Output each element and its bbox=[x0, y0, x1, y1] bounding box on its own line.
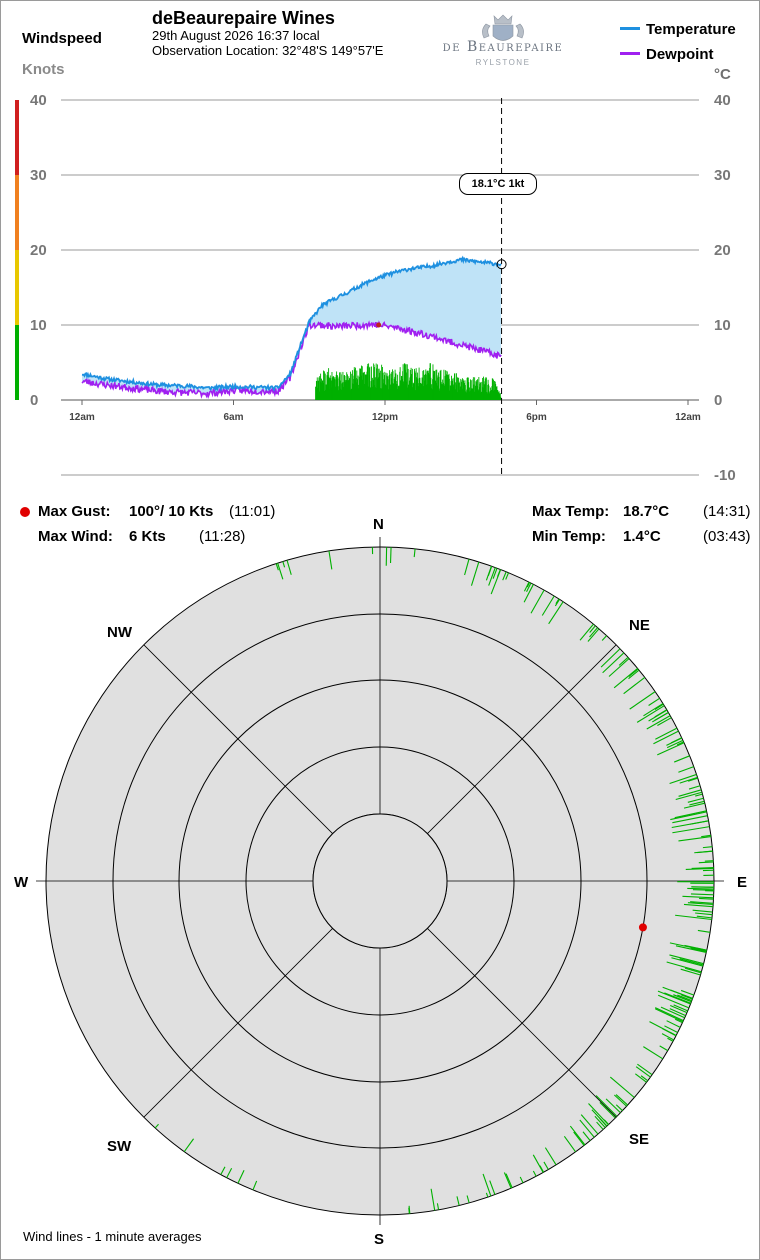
max-gust-label: Max Gust: bbox=[38, 503, 111, 520]
windspeed-unit: Knots bbox=[22, 61, 65, 78]
right-axis-tick: 20 bbox=[714, 242, 731, 259]
legend-dewpoint-label: Dewpoint bbox=[646, 46, 714, 63]
legend-temperature-swatch bbox=[620, 27, 640, 30]
temp-dewpoint-fill bbox=[82, 258, 502, 397]
windspeed-scale-band bbox=[15, 250, 19, 325]
right-axis-tick: 30 bbox=[714, 167, 731, 184]
compass-nw: NW bbox=[107, 624, 132, 641]
time-series-chart: -10 0 10 20 30 40 0 10 20 30 40 12am 6am 12pm 6pm 12am bbox=[15, 92, 736, 484]
max-temp-value: 18.7°C bbox=[623, 503, 670, 520]
min-temp-time: (03:43) bbox=[703, 528, 751, 545]
station-title: deBeaurepaire Wines bbox=[152, 8, 335, 28]
right-axis-tick: -10 bbox=[714, 467, 736, 484]
left-axis-tick: 10 bbox=[30, 317, 47, 334]
x-axis-tick: 12am bbox=[69, 412, 95, 423]
windspeed-scale-band bbox=[15, 175, 19, 250]
min-temp-value: 1.4°C bbox=[623, 528, 661, 545]
location-line: Observation Location: 32°48'S 149°57'E bbox=[152, 43, 384, 58]
legend-dewpoint-swatch bbox=[620, 52, 640, 55]
right-axis-tick: 0 bbox=[714, 392, 722, 409]
x-axis-tick: 6am bbox=[223, 412, 243, 423]
compass-sw: SW bbox=[107, 1138, 132, 1155]
windspeed-title: Windspeed bbox=[22, 30, 102, 47]
compass-ne: NE bbox=[629, 617, 650, 634]
gust-time-marker bbox=[376, 322, 382, 328]
left-axis-tick: 40 bbox=[30, 92, 47, 109]
windspeed-scale-band bbox=[15, 325, 19, 400]
compass-se: SE bbox=[629, 1131, 650, 1148]
compass-e: E bbox=[737, 874, 748, 891]
x-axis-tick: 6pm bbox=[526, 412, 547, 423]
max-temp-label: Max Temp: bbox=[532, 503, 610, 520]
logo-subtitle: RYLSTONE bbox=[475, 58, 531, 67]
max-wind-label: Max Wind: bbox=[38, 528, 113, 545]
compass-w: W bbox=[14, 874, 29, 891]
windspeed-scale-band bbox=[15, 100, 19, 175]
max-wind-time: (11:28) bbox=[199, 528, 246, 545]
cursor-marker bbox=[496, 259, 507, 270]
footer-note: Wind lines - 1 minute averages bbox=[23, 1229, 202, 1244]
left-axis-tick: 30 bbox=[30, 167, 47, 184]
logo: de Beaurepaire RYLSTONE bbox=[422, 12, 584, 70]
left-axis-tick: 20 bbox=[30, 242, 47, 259]
left-axis-tick: 0 bbox=[30, 392, 38, 409]
temperature-unit: °C bbox=[714, 66, 731, 83]
logo-name: de Beaurepaire bbox=[442, 39, 564, 55]
right-axis-tick: 10 bbox=[714, 317, 731, 334]
x-axis-tick: 12am bbox=[675, 412, 701, 423]
max-wind-value: 6 Kts bbox=[129, 528, 166, 545]
x-axis-tick: 12pm bbox=[372, 412, 398, 423]
logo-crest-icon bbox=[482, 14, 524, 41]
max-gust-time: (11:01) bbox=[229, 503, 276, 520]
max-temp-time: (14:31) bbox=[703, 503, 751, 520]
date-line: 29th August 2026 16:37 local bbox=[152, 28, 320, 43]
cursor-tooltip: 18.1°C 1kt bbox=[459, 173, 537, 195]
right-axis-tick: 40 bbox=[714, 92, 731, 109]
compass-n: N bbox=[373, 516, 384, 533]
min-temp-label: Min Temp: bbox=[532, 528, 606, 545]
legend-temperature-label: Temperature bbox=[646, 21, 736, 38]
gust-marker-icon bbox=[20, 507, 30, 517]
max-gust-value: 100°/ 10 Kts bbox=[129, 503, 214, 520]
temperature-line bbox=[81, 255, 502, 393]
compass-s: S bbox=[374, 1231, 385, 1248]
